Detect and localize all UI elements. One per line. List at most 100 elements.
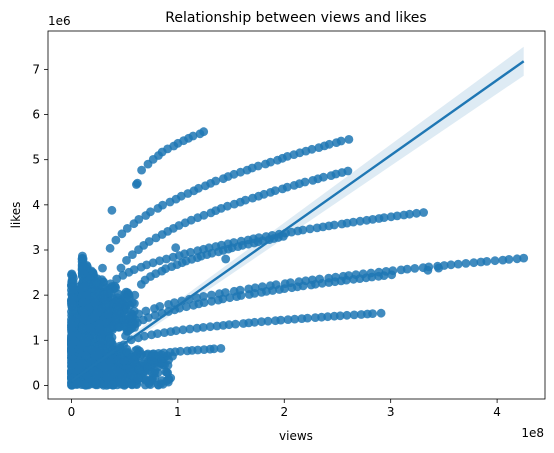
scatter-point xyxy=(504,255,514,264)
scatter-point xyxy=(280,284,289,293)
scatter-point xyxy=(107,205,117,215)
scatter-point xyxy=(159,348,169,358)
y-tick-label: 7 xyxy=(32,62,40,76)
scatter-point xyxy=(80,309,89,319)
scatter-point xyxy=(349,310,359,320)
regression-fit xyxy=(70,46,525,383)
scatter-point xyxy=(300,177,310,187)
scatter-point xyxy=(111,235,121,245)
scatter-point xyxy=(91,378,101,388)
scatter-point xyxy=(336,136,346,146)
scatter-points xyxy=(67,127,529,390)
scatter-point xyxy=(198,323,208,332)
scatter-point xyxy=(270,186,280,196)
scatter-point xyxy=(158,200,168,210)
scatter-point xyxy=(343,166,353,176)
y-tick-label: 0 xyxy=(32,378,40,392)
scatter-point xyxy=(185,324,195,334)
scatter-point xyxy=(231,319,240,329)
scatter-point xyxy=(250,289,259,298)
scatter-point xyxy=(125,301,135,310)
scatter-point xyxy=(263,316,273,326)
scatter-point xyxy=(85,323,95,333)
scatter-point xyxy=(137,165,147,175)
scatter-point xyxy=(81,351,91,360)
x-axis-ticks: 0 1 2 3 4 xyxy=(68,399,501,419)
scatter-point xyxy=(115,298,125,308)
scatter-point xyxy=(392,211,402,221)
scatter-point xyxy=(163,377,173,387)
scatter-point xyxy=(221,254,231,264)
scatter-point xyxy=(130,290,140,300)
scatter-point xyxy=(119,356,129,365)
scatter-point xyxy=(307,144,317,154)
scatter-point xyxy=(70,336,80,346)
scatter-point xyxy=(376,308,386,318)
scatter-point xyxy=(115,368,125,378)
scatter-point xyxy=(170,298,179,307)
regression-line xyxy=(70,60,525,382)
scatter-point xyxy=(78,291,87,300)
scatter-point xyxy=(77,358,87,368)
scatter-point xyxy=(218,294,228,304)
scatter-point xyxy=(402,264,412,274)
scatter-point xyxy=(154,362,163,371)
scatter-point xyxy=(150,310,160,320)
scatter-point xyxy=(268,286,277,295)
scatter-point xyxy=(317,278,327,288)
scatter-point xyxy=(111,313,121,322)
scatter-point xyxy=(176,191,186,201)
y-tick-label: 2 xyxy=(32,288,40,302)
scatter-point xyxy=(106,362,116,372)
scatter-point xyxy=(82,337,92,347)
scatter-point xyxy=(223,201,232,211)
scatter-point xyxy=(199,127,209,137)
scatter-point xyxy=(126,313,136,323)
scatter-point xyxy=(78,254,88,264)
scatter-point xyxy=(153,329,162,338)
x-axis-label: views xyxy=(279,429,313,443)
confidence-band xyxy=(71,46,524,383)
scatter-point xyxy=(209,344,219,354)
scatter-point xyxy=(469,258,479,268)
scatter-point xyxy=(161,367,171,377)
scatter-point xyxy=(134,309,144,319)
scatter-point xyxy=(257,317,266,327)
scatter-point xyxy=(305,224,315,234)
scatter-point xyxy=(224,320,234,330)
scatter-point xyxy=(134,215,144,224)
scatter-point xyxy=(88,268,98,277)
scatter-point xyxy=(162,254,171,264)
scatter-point xyxy=(133,178,142,188)
scatter-point xyxy=(113,305,123,315)
scatter-point xyxy=(253,161,263,171)
scatter-point xyxy=(155,256,165,266)
scatter-point xyxy=(342,310,352,320)
scatter-point xyxy=(188,131,198,141)
scatter-point xyxy=(276,315,286,325)
scatter-point xyxy=(205,322,215,332)
scatter-point xyxy=(298,225,308,235)
scatter-point xyxy=(368,309,377,318)
scatter-point xyxy=(329,220,339,230)
scatter-point xyxy=(105,243,115,253)
scatter-point xyxy=(127,250,137,259)
scatter-point xyxy=(104,309,113,319)
scatter-point xyxy=(194,183,203,193)
scatter-point xyxy=(225,293,235,303)
scatter-point xyxy=(342,275,351,285)
scatter-point xyxy=(67,275,77,285)
scatter-point xyxy=(144,313,153,322)
scatter-point xyxy=(78,324,88,334)
scatter-point xyxy=(99,290,109,300)
scatter-point xyxy=(67,320,77,330)
scatter-point xyxy=(355,216,365,226)
scatter-point xyxy=(171,326,181,336)
scatter-point xyxy=(412,208,421,218)
chart-title: Relationship between views and likes xyxy=(165,10,426,26)
scatter-point xyxy=(178,325,188,335)
scatter-point xyxy=(102,381,111,390)
scatter-point xyxy=(379,213,389,223)
scatter-point xyxy=(129,265,139,274)
